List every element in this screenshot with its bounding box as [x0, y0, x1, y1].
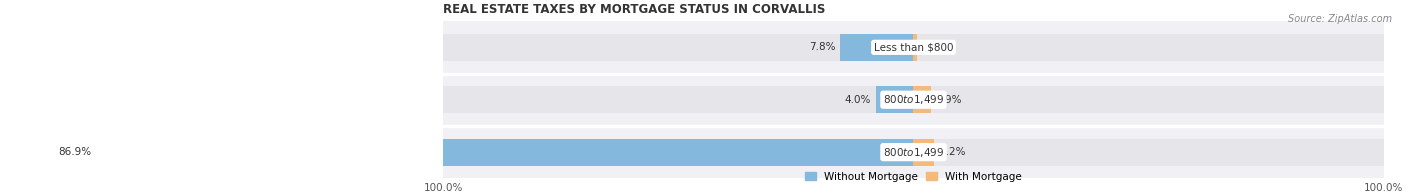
Text: $800 to $1,499: $800 to $1,499: [883, 93, 943, 106]
Text: 1.9%: 1.9%: [936, 95, 963, 105]
Text: REAL ESTATE TAXES BY MORTGAGE STATUS IN CORVALLIS: REAL ESTATE TAXES BY MORTGAGE STATUS IN …: [443, 3, 825, 16]
Text: 4.0%: 4.0%: [845, 95, 872, 105]
Bar: [443, 139, 1384, 166]
Text: 7.8%: 7.8%: [808, 42, 835, 52]
Text: 0.38%: 0.38%: [922, 42, 955, 52]
Bar: [914, 34, 917, 61]
Bar: [914, 86, 931, 113]
Bar: [443, 21, 1384, 74]
Text: 86.9%: 86.9%: [59, 147, 91, 157]
Bar: [443, 34, 1384, 61]
Bar: [443, 126, 1384, 178]
Text: $800 to $1,499: $800 to $1,499: [883, 146, 943, 159]
Bar: [914, 139, 934, 166]
Text: Source: ZipAtlas.com: Source: ZipAtlas.com: [1288, 14, 1392, 24]
Legend: Without Mortgage, With Mortgage: Without Mortgage, With Mortgage: [801, 167, 1026, 186]
Text: Less than $800: Less than $800: [873, 42, 953, 52]
Bar: [876, 86, 914, 113]
Bar: [443, 74, 1384, 126]
Bar: [97, 139, 914, 166]
Bar: [841, 34, 914, 61]
Bar: [443, 86, 1384, 113]
Text: 2.2%: 2.2%: [939, 147, 966, 157]
